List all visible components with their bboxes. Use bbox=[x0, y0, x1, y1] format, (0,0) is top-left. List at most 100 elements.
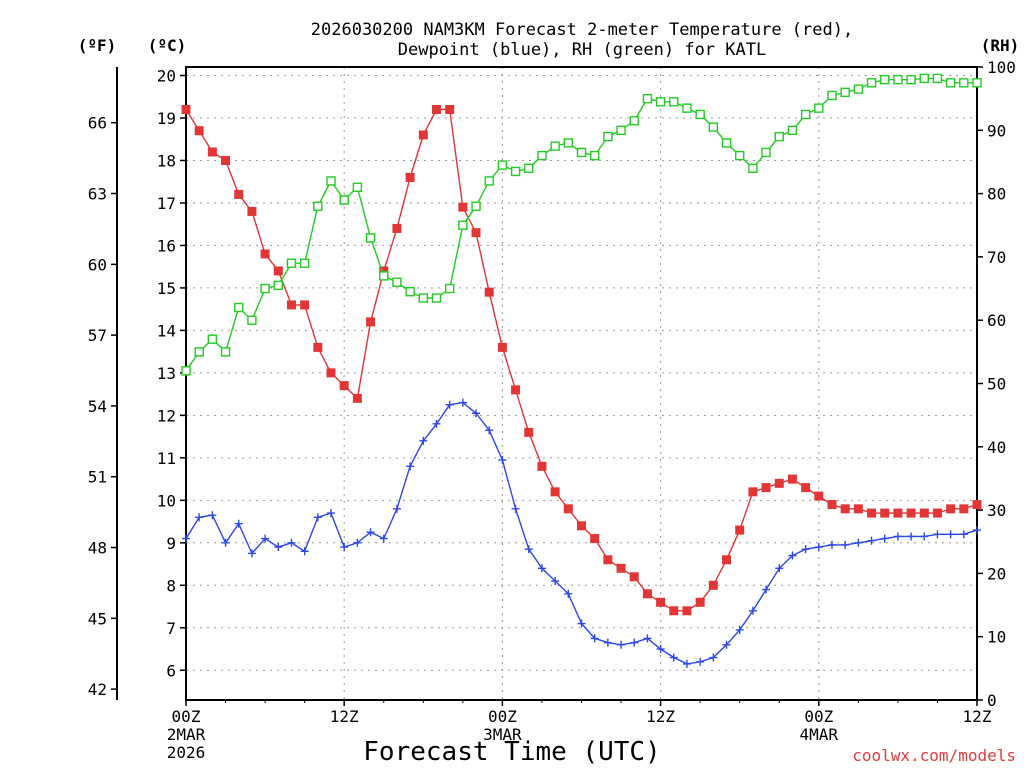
x-tick-label: 12Z bbox=[963, 707, 992, 726]
temperature-point bbox=[181, 104, 191, 114]
celsius-tick-label: 6 bbox=[166, 661, 176, 680]
rh-point bbox=[616, 125, 626, 136]
dewpoint-point bbox=[722, 640, 731, 649]
dewpoint-point bbox=[472, 409, 481, 418]
dewpoint-point bbox=[458, 398, 467, 407]
rh-tick-label: 50 bbox=[987, 375, 1006, 394]
rh-point bbox=[431, 293, 442, 303]
temperature-point bbox=[787, 474, 797, 484]
temperature-point bbox=[286, 300, 296, 310]
temperature-point bbox=[932, 508, 942, 518]
temperature-point bbox=[656, 597, 666, 607]
temperature-point bbox=[669, 606, 679, 616]
rh-point bbox=[972, 78, 982, 88]
fahrenheit-tick-label: 57 bbox=[88, 326, 107, 345]
temperature-point bbox=[590, 534, 600, 544]
rh-point bbox=[748, 163, 758, 173]
rh-point bbox=[814, 103, 824, 113]
temperature-point bbox=[497, 342, 507, 352]
rh-point bbox=[524, 163, 534, 173]
rh-point bbox=[260, 283, 270, 294]
dewpoint-point bbox=[880, 534, 889, 543]
fahrenheit-tick-label: 48 bbox=[88, 539, 107, 558]
temperature-point bbox=[537, 461, 547, 471]
temperature-point bbox=[748, 487, 758, 497]
x-date-label: 4MAR bbox=[800, 725, 839, 744]
dewpoint-point bbox=[366, 528, 375, 537]
dewpoint-point bbox=[841, 540, 850, 549]
dewpoint-point bbox=[485, 426, 494, 435]
rh-point bbox=[313, 201, 323, 211]
rh-point bbox=[655, 97, 666, 107]
rh-point bbox=[708, 122, 719, 132]
dewpoint-point bbox=[537, 564, 546, 573]
dewpoint-point bbox=[788, 551, 797, 560]
dewpoint-point bbox=[511, 504, 520, 513]
temperature-point bbox=[273, 266, 283, 276]
temperature-point bbox=[339, 381, 349, 391]
dewpoint-point bbox=[854, 538, 863, 547]
rh-point bbox=[273, 280, 283, 291]
rh-point bbox=[471, 201, 481, 211]
dewpoint-point bbox=[406, 462, 415, 471]
dewpoint-point bbox=[247, 549, 256, 558]
rh-tick-label: 0 bbox=[987, 691, 997, 710]
temperature-point bbox=[431, 104, 441, 114]
fahrenheit-tick-label: 54 bbox=[88, 397, 107, 416]
rh-tick-label: 100 bbox=[987, 58, 1016, 77]
rh-point bbox=[497, 160, 508, 170]
celsius-tick-label: 13 bbox=[157, 364, 176, 383]
temperature-point bbox=[906, 508, 916, 518]
temperature-point bbox=[708, 580, 718, 590]
rh-tick-label: 90 bbox=[987, 121, 1006, 140]
temperature-point bbox=[761, 483, 771, 493]
rh-point bbox=[576, 147, 587, 158]
temperature-point bbox=[260, 249, 270, 259]
dewpoint-point bbox=[603, 638, 612, 647]
rh-point bbox=[880, 74, 890, 85]
rh-point bbox=[299, 258, 310, 268]
x-tick-label: 00Z bbox=[172, 707, 201, 726]
dewpoint-point bbox=[827, 540, 836, 549]
temperature-point bbox=[207, 147, 217, 157]
x-date-label: 2MAR bbox=[167, 725, 206, 744]
rh-point bbox=[669, 97, 679, 107]
temperature-point bbox=[735, 525, 745, 535]
celsius-tick-label: 20 bbox=[157, 66, 176, 85]
chart-title-line-2: Dewpoint (blue), RH (green) for KATL bbox=[398, 40, 766, 60]
temperature-point bbox=[880, 508, 890, 518]
rh-point bbox=[866, 78, 877, 88]
dewpoint-point bbox=[735, 625, 744, 634]
dewpoint-point bbox=[748, 606, 757, 615]
dewpoint-point bbox=[577, 619, 586, 628]
rh-point bbox=[695, 109, 705, 120]
celsius-tick-label: 12 bbox=[157, 406, 176, 425]
rh-point bbox=[761, 147, 771, 158]
temperature-point bbox=[366, 317, 376, 327]
dewpoint-point bbox=[313, 513, 322, 522]
rh-point bbox=[444, 283, 455, 294]
rh-tick-label: 20 bbox=[987, 564, 1006, 583]
dewpoint-point bbox=[419, 436, 428, 445]
x-tick-label: 12Z bbox=[646, 707, 675, 726]
rh-point bbox=[181, 366, 191, 376]
temperature-point bbox=[577, 521, 586, 531]
dewpoint-point bbox=[669, 653, 678, 662]
temperature-point bbox=[801, 483, 811, 493]
dewpoint-point bbox=[814, 543, 823, 552]
temperature-point bbox=[313, 342, 323, 352]
x-date-label: 3MAR bbox=[483, 725, 522, 744]
rh-point bbox=[352, 182, 363, 192]
dewpoint-point bbox=[867, 536, 876, 545]
temperature-point bbox=[484, 287, 494, 297]
dewpoint-point bbox=[973, 526, 981, 535]
x-tick-label: 12Z bbox=[330, 707, 359, 726]
dewpoint-point bbox=[274, 543, 283, 552]
rh-point bbox=[800, 109, 811, 120]
celsius-unit-label: (ºC) bbox=[148, 36, 187, 55]
temperature-point bbox=[616, 563, 626, 573]
dewpoint-point bbox=[682, 659, 691, 668]
rh-point bbox=[603, 131, 613, 142]
temperature-point bbox=[458, 202, 468, 212]
